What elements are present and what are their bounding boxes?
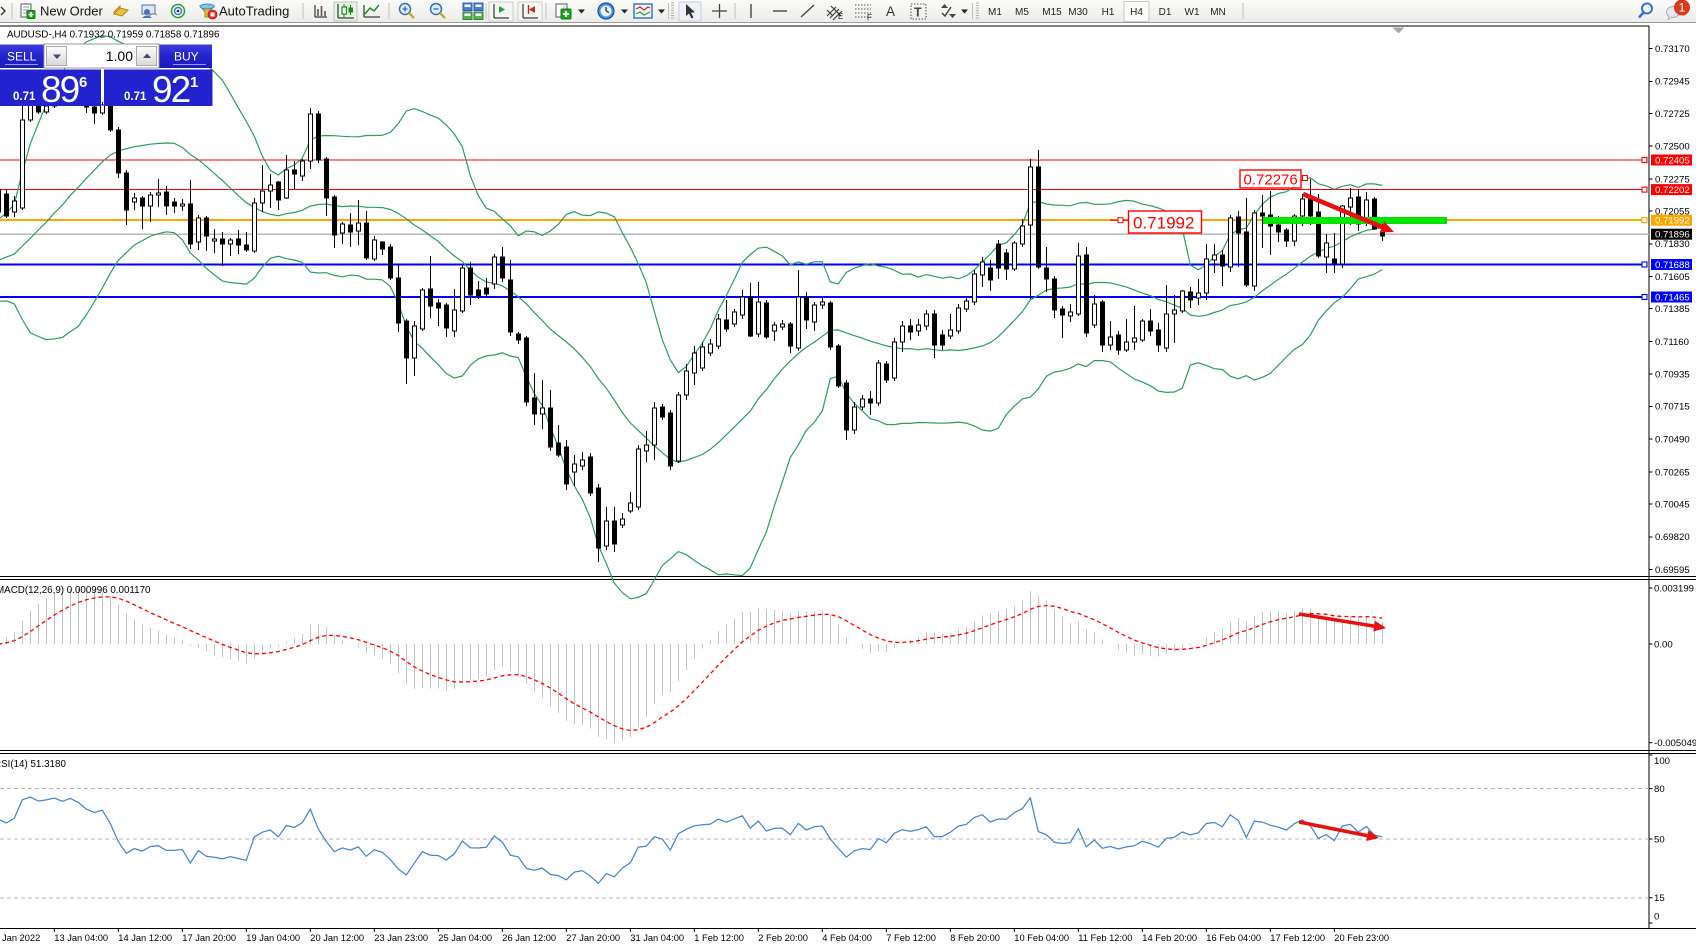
svg-text:-0.005049: -0.005049 [1654,738,1696,749]
svg-text:0.71385: 0.71385 [1655,304,1690,315]
svg-text:H1: H1 [1102,7,1115,18]
svg-text:T: T [914,6,922,20]
svg-text:0.71160: 0.71160 [1655,337,1689,348]
svg-text:SELL: SELL [7,50,37,64]
svg-text:0.71896: 0.71896 [1655,230,1690,241]
svg-text:17 Jan 20:00: 17 Jan 20:00 [182,933,236,943]
svg-text:0.70935: 0.70935 [1655,370,1690,381]
svg-text:M1: M1 [988,7,1002,18]
svg-text:100: 100 [1654,756,1670,767]
svg-text:0.71: 0.71 [13,91,36,103]
svg-text:0.71688: 0.71688 [1655,260,1690,271]
svg-text:A: A [886,4,895,19]
svg-text:E: E [838,12,843,21]
svg-text:15: 15 [1654,893,1665,904]
svg-text:19 Jan 04:00: 19 Jan 04:00 [246,933,300,943]
svg-text:0.72275: 0.72275 [1655,174,1690,185]
svg-text:27 Jan 20:00: 27 Jan 20:00 [566,933,620,943]
svg-text:0.72945: 0.72945 [1655,77,1690,88]
svg-text:0.72276: 0.72276 [1244,172,1298,189]
svg-text:89: 89 [41,69,79,110]
svg-text:BUY: BUY [174,50,199,64]
svg-text:80: 80 [1654,784,1665,795]
svg-text:0.71465: 0.71465 [1655,292,1690,303]
svg-text:0.71992: 0.71992 [1133,214,1194,233]
svg-text:MACD(12,26,9) 0.000996 0.00117: MACD(12,26,9) 0.000996 0.001170 [0,585,151,596]
svg-text:0.70265: 0.70265 [1655,467,1690,478]
svg-text:H4: H4 [1130,7,1143,18]
svg-text:M15: M15 [1042,7,1062,18]
svg-text:0.00: 0.00 [1654,639,1673,650]
svg-text:16 Feb 04:00: 16 Feb 04:00 [1206,933,1261,943]
svg-text:1: 1 [1679,1,1686,15]
svg-text:0.71605: 0.71605 [1655,272,1690,283]
svg-text:New Order: New Order [40,4,104,19]
svg-text:4 Feb 04:00: 4 Feb 04:00 [822,933,872,943]
svg-text:F: F [867,13,872,22]
svg-text:6: 6 [79,74,87,91]
svg-text:0.72725: 0.72725 [1655,109,1690,120]
svg-text:31 Jan 04:00: 31 Jan 04:00 [630,933,684,943]
svg-text:0.72405: 0.72405 [1655,155,1690,166]
svg-text:0.71830: 0.71830 [1655,239,1690,250]
svg-text:1 Feb 12:00: 1 Feb 12:00 [694,933,744,943]
svg-text:25 Jan 04:00: 25 Jan 04:00 [438,933,492,943]
svg-text:0.71: 0.71 [124,91,147,103]
svg-text:W1: W1 [1185,7,1200,18]
svg-text:2 Feb 20:00: 2 Feb 20:00 [758,933,808,943]
svg-text:0.003199: 0.003199 [1654,583,1694,594]
svg-text:0.72202: 0.72202 [1655,185,1690,196]
svg-text:92: 92 [152,69,190,110]
svg-text:0.72055: 0.72055 [1655,206,1690,217]
svg-text:RSI(14) 51.3180: RSI(14) 51.3180 [0,759,66,770]
svg-text:50: 50 [1654,834,1665,845]
svg-text:0.70715: 0.70715 [1655,402,1690,413]
svg-text:23 Jan 23:00: 23 Jan 23:00 [374,933,428,943]
svg-text:20 Feb 23:00: 20 Feb 23:00 [1334,933,1389,943]
svg-text:1.00: 1.00 [106,48,133,64]
svg-text:D1: D1 [1159,7,1172,18]
svg-text:AUDUSD-,H4 0.71932 0.71959 0.: AUDUSD-,H4 0.71932 0.71959 0.71858 0.718… [7,30,220,41]
svg-text:13 Jan 04:00: 13 Jan 04:00 [54,933,108,943]
svg-text:0.70490: 0.70490 [1655,435,1690,446]
svg-text:17 Feb 12:00: 17 Feb 12:00 [1270,933,1325,943]
svg-text:0.73170: 0.73170 [1655,44,1690,55]
svg-text:MN: MN [1210,7,1226,18]
svg-text:20 Jan 12:00: 20 Jan 12:00 [310,933,364,943]
svg-text:AutoTrading: AutoTrading [219,4,289,19]
svg-text:0.69820: 0.69820 [1655,532,1690,543]
svg-text:Jan 2022: Jan 2022 [2,933,40,943]
svg-text:1: 1 [190,74,198,91]
svg-text:7 Feb 12:00: 7 Feb 12:00 [886,933,936,943]
svg-text:M5: M5 [1015,7,1029,18]
svg-text:0.69595: 0.69595 [1655,565,1690,576]
svg-text:0.72500: 0.72500 [1655,142,1690,153]
svg-text:0.70045: 0.70045 [1655,499,1690,510]
svg-text:0.71992: 0.71992 [1655,216,1690,227]
svg-text:8 Feb 20:00: 8 Feb 20:00 [950,933,1000,943]
svg-text:14 Jan 12:00: 14 Jan 12:00 [118,933,172,943]
svg-text:0: 0 [1654,911,1659,922]
svg-text:26 Jan 12:00: 26 Jan 12:00 [502,933,556,943]
svg-text:M30: M30 [1068,7,1088,18]
svg-text:10 Feb 04:00: 10 Feb 04:00 [1014,933,1069,943]
svg-text:11 Feb 12:00: 11 Feb 12:00 [1078,933,1132,943]
svg-text:14 Feb 20:00: 14 Feb 20:00 [1142,933,1197,943]
